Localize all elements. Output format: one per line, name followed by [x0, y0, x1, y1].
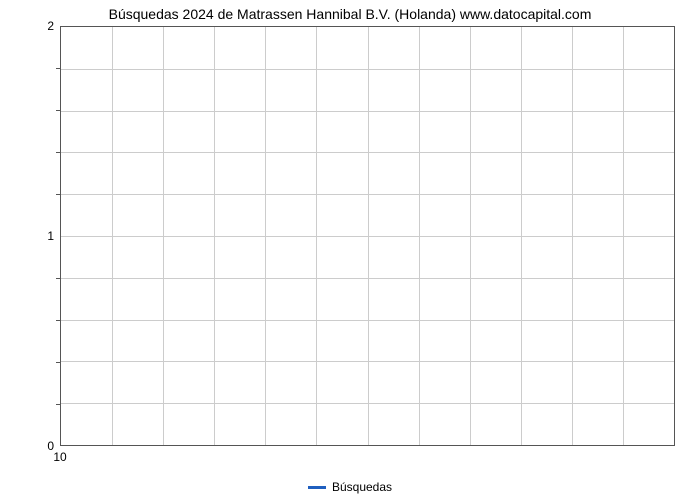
grid-line-horizontal — [61, 111, 674, 112]
plot-area — [60, 26, 675, 446]
y-axis-minor-tick — [56, 68, 60, 69]
y-axis-minor-tick — [56, 404, 60, 405]
grid-line-horizontal — [61, 236, 674, 237]
y-axis-minor-tick — [56, 320, 60, 321]
grid-line-horizontal — [61, 320, 674, 321]
grid-line-horizontal — [61, 278, 674, 279]
legend-label: Búsquedas — [332, 480, 392, 494]
grid-line-horizontal — [61, 361, 674, 362]
chart-title: Búsquedas 2024 de Matrassen Hannibal B.V… — [0, 6, 700, 22]
y-axis-minor-tick — [56, 194, 60, 195]
y-axis-minor-tick — [56, 278, 60, 279]
chart-container: Búsquedas 2024 de Matrassen Hannibal B.V… — [0, 0, 700, 500]
y-axis-tick-label: 2 — [47, 19, 54, 33]
y-axis-minor-tick — [56, 110, 60, 111]
grid-line-horizontal — [61, 152, 674, 153]
y-axis-tick-label: 1 — [47, 229, 54, 243]
grid-line-horizontal — [61, 69, 674, 70]
grid-line-horizontal — [61, 403, 674, 404]
legend-swatch — [308, 486, 326, 489]
x-axis-tick-label: 10 — [53, 450, 66, 464]
y-axis-minor-tick — [56, 362, 60, 363]
y-axis-minor-tick — [56, 152, 60, 153]
legend: Búsquedas — [0, 479, 700, 494]
grid-line-horizontal — [61, 194, 674, 195]
